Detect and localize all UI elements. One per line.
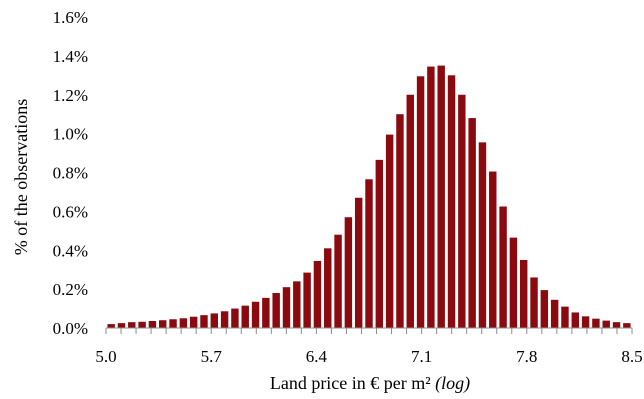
histogram-bar	[210, 313, 219, 328]
histogram-bar	[344, 217, 353, 328]
histogram-bar	[385, 134, 394, 328]
y-tick-label: 0.0%	[53, 319, 88, 338]
y-tick-label: 0.8%	[53, 164, 88, 183]
histogram-bar	[262, 297, 270, 328]
y-tick-label: 1.2%	[53, 86, 88, 105]
y-tick-label: 1.4%	[53, 47, 88, 66]
histogram-bar	[458, 94, 466, 328]
histogram-bar	[623, 323, 631, 328]
histogram-bar	[179, 318, 188, 328]
histogram-bar	[334, 234, 342, 328]
y-tick-label: 0.4%	[53, 241, 88, 260]
histogram-bar	[138, 321, 146, 328]
y-tick-label: 1.6%	[53, 8, 88, 27]
bars-group	[107, 65, 631, 328]
histogram-bar	[241, 305, 249, 328]
histogram-bar	[375, 159, 384, 328]
x-axis: 5.0 5.7 6.4 7.1 7.8 8.5	[95, 327, 643, 366]
histogram-bar	[282, 287, 291, 328]
histogram-bar	[468, 118, 476, 328]
histogram-bar	[159, 320, 167, 328]
histogram-bar	[489, 171, 497, 328]
histogram-bar	[324, 248, 332, 328]
histogram-bar	[148, 321, 157, 328]
x-axis-label-log: (log)	[435, 373, 470, 394]
histogram-bar	[189, 316, 198, 328]
x-tick-label: 5.0	[95, 347, 116, 366]
x-axis-label-main: Land price in € per m²	[270, 373, 431, 393]
histogram-bar	[416, 76, 425, 328]
histogram-bar	[437, 65, 445, 328]
histogram-bar	[592, 318, 600, 328]
histogram-bar	[550, 299, 559, 328]
histogram-bar	[117, 323, 126, 328]
y-tick-label: 1.0%	[53, 125, 88, 144]
histogram-bar	[427, 66, 435, 328]
histogram-bar	[365, 179, 373, 328]
histogram-bar	[540, 290, 549, 328]
histogram-bar	[561, 306, 569, 328]
histogram-bar	[406, 94, 414, 328]
histogram-bar	[200, 315, 208, 328]
histogram-bar	[354, 197, 363, 328]
y-tick-label: 0.6%	[53, 202, 88, 221]
y-axis-label: % of the observations	[11, 99, 31, 255]
histogram-bar	[231, 308, 239, 328]
x-axis-label: Land price in € per m² (log)	[270, 373, 470, 394]
histogram-bar	[107, 324, 115, 328]
x-tick-label: 6.4	[306, 347, 328, 366]
x-tick-label: 7.1	[411, 347, 432, 366]
histogram-bar	[519, 259, 528, 328]
histogram-bar	[313, 260, 322, 328]
y-tick-labels: 0.0% 0.2% 0.4% 0.6% 0.8% 1.0% 1.2% 1.4% 1.6%	[53, 8, 88, 338]
histogram-bar	[447, 75, 456, 328]
histogram-bar	[251, 301, 260, 328]
histogram-bar	[571, 312, 579, 328]
histogram-bar	[220, 311, 229, 328]
x-tick-label: 5.7	[201, 347, 223, 366]
histogram-bar	[303, 272, 311, 328]
x-tick-label: 7.8	[516, 347, 537, 366]
histogram-bar	[478, 142, 487, 328]
y-tick-label: 0.2%	[53, 280, 88, 299]
histogram-bar	[530, 277, 538, 328]
histogram-bar	[581, 316, 590, 328]
histogram-bar	[499, 206, 507, 328]
histogram-bar	[612, 322, 621, 328]
x-tick-label: 8.5	[621, 347, 642, 366]
histogram-bar	[128, 322, 136, 328]
histogram-bar	[272, 293, 280, 328]
histogram-bar	[169, 319, 177, 328]
histogram-bar	[602, 320, 610, 328]
histogram-bar	[509, 237, 518, 328]
histogram-bar	[396, 114, 404, 328]
histogram-bar	[293, 281, 301, 328]
